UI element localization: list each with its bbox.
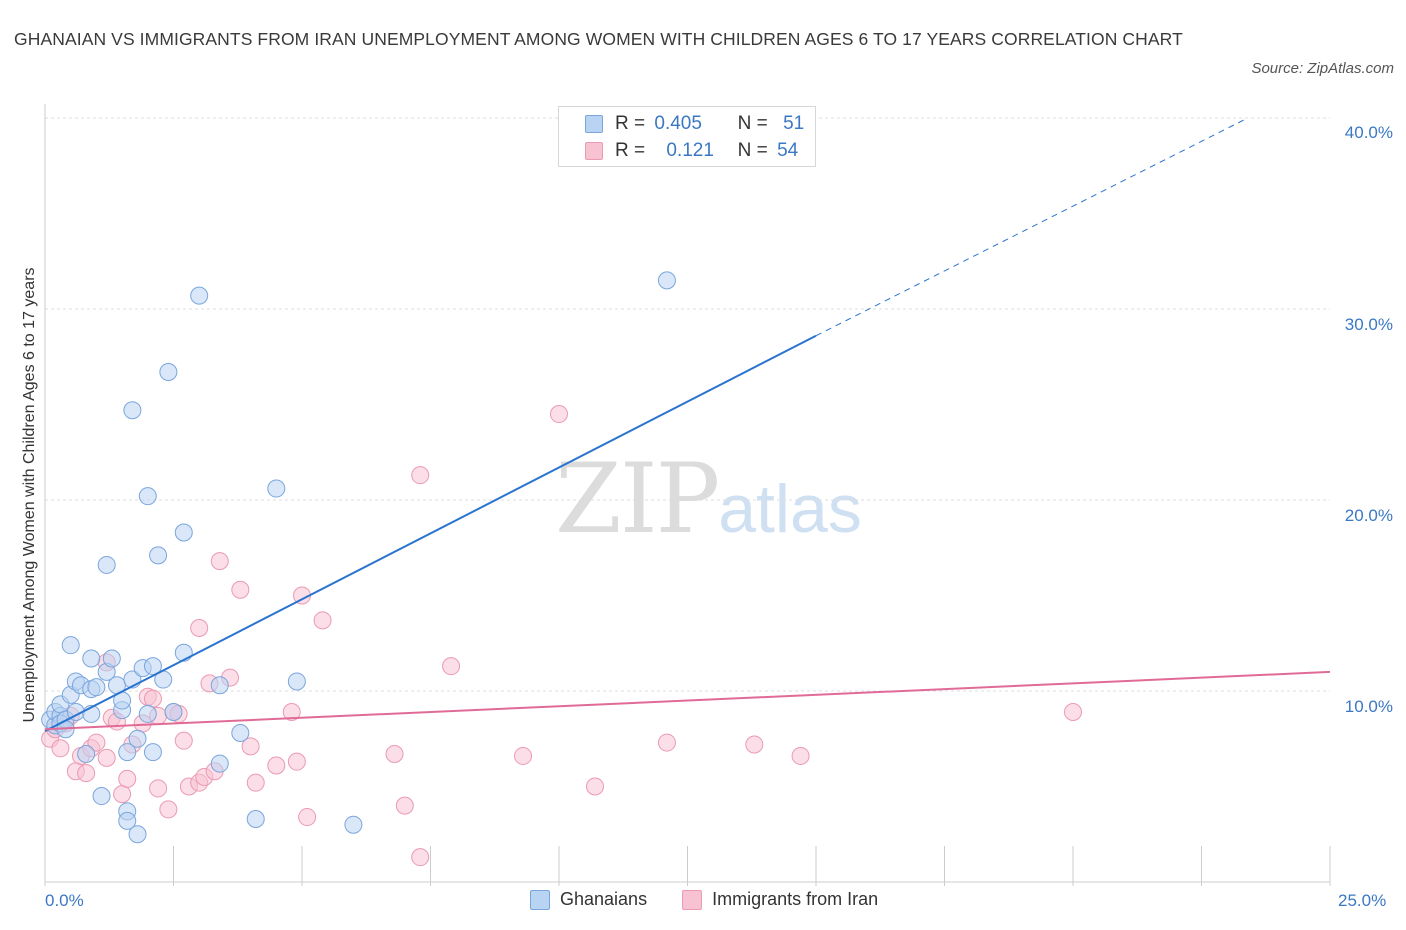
legend-row-ghanaians: R = 0.405 N = 51 (585, 113, 804, 137)
iran-point (143, 689, 162, 708)
ghanaian-point (77, 745, 96, 764)
iran-point (657, 733, 676, 752)
iran-point (231, 580, 250, 599)
iran-point (210, 552, 229, 571)
ghanaian-point (82, 649, 101, 668)
iran-point (77, 764, 96, 783)
pink-swatch-icon (585, 141, 603, 160)
ghanaian-point (231, 724, 250, 743)
ghanaian-point (210, 754, 229, 773)
legend-item-ghanaians[interactable]: Ghanaians (530, 889, 648, 911)
ghanaian-trend-line (44, 334, 817, 732)
iran-point (514, 746, 533, 765)
iran-point (745, 735, 764, 754)
iran-point (149, 779, 168, 798)
ghanaian-point (128, 729, 147, 748)
iran-point (118, 769, 137, 788)
x-tick-label-max: 25.0% (1338, 891, 1387, 910)
iran-point (267, 756, 286, 775)
iran-point (411, 466, 430, 485)
iran-point (791, 746, 810, 765)
pink-swatch-icon (682, 890, 703, 911)
iran-point (313, 611, 332, 630)
watermark: ZIPatlas (555, 443, 862, 555)
ghanaian-point (344, 815, 363, 834)
iran-point (51, 739, 70, 758)
iran-point (87, 733, 106, 752)
ghanaian-point (128, 825, 147, 844)
y-tick-label-40: 40.0% (1344, 123, 1393, 142)
iran-point (287, 752, 306, 771)
ghanaian-point (159, 363, 178, 382)
iran-point (282, 703, 301, 722)
n-value: 51 (783, 113, 805, 134)
x-tick-label-min: 0.0% (45, 891, 84, 910)
series-legend: Ghanaians Immigrants from Iran (530, 889, 908, 911)
iran-point (585, 777, 604, 796)
ghanaian-point (138, 487, 157, 506)
correlation-legend: R = 0.405 N = 51 R = 0.121 N = 54 (558, 106, 816, 167)
n-value: 54 (777, 140, 799, 161)
ghanaian-point (92, 787, 111, 806)
r-label: R = (615, 140, 646, 161)
r-value: 0.121 (666, 140, 714, 161)
ghanaian-point (149, 546, 168, 565)
iran-point (241, 737, 260, 756)
iran-point (174, 731, 193, 750)
ghanaian-point (267, 479, 286, 498)
ghanaian-point (657, 271, 676, 290)
iran-point (395, 796, 414, 815)
ghanaian-point (118, 811, 137, 830)
iran-point (113, 785, 132, 804)
ghanaian-point (287, 672, 306, 691)
source-label: Source: ZipAtlas.com (1251, 60, 1394, 77)
ghanaian-point (143, 743, 162, 762)
iran-point (550, 405, 568, 424)
iran-trend-line (44, 670, 1331, 731)
watermark-zip: ZIP (555, 443, 720, 555)
n-label: N = (737, 113, 768, 134)
iran-point (97, 748, 116, 767)
iran-point (190, 618, 209, 637)
ghanaian-point (190, 286, 209, 305)
iran-point (159, 800, 178, 819)
iran-point (411, 848, 430, 867)
r-value: 0.405 (654, 113, 702, 134)
ghanaian-point (246, 809, 265, 828)
iran-point (246, 773, 265, 792)
ghanaian-point (87, 678, 106, 697)
ghanaian-point (118, 743, 137, 762)
ghanaian-point (138, 704, 157, 723)
n-label: N = (737, 140, 768, 161)
iran-point (442, 657, 461, 676)
ghanaian-point (123, 401, 142, 420)
legend-label: Ghanaians (560, 889, 648, 909)
chart-title: GHANAIAN VS IMMIGRANTS FROM IRAN UNEMPLO… (14, 29, 1183, 49)
ghanaian-point (174, 523, 193, 542)
ghanaian-point (102, 649, 121, 668)
iran-point (1064, 703, 1082, 722)
watermark-atlas: atlas (718, 471, 862, 547)
legend-item-iran[interactable]: Immigrants from Iran (682, 889, 879, 911)
y-tick-label-10: 10.0% (1344, 697, 1393, 716)
ghanaian-point (61, 636, 80, 655)
blue-swatch-icon (530, 890, 550, 911)
ghanaian-point (174, 643, 193, 662)
ghanaian-point (210, 676, 229, 695)
y-tick-label-30: 30.0% (1344, 315, 1393, 334)
r-label: R = (615, 113, 646, 134)
ghanaian-point (164, 703, 183, 722)
iran-point (385, 745, 404, 764)
y-tick-label-20: 20.0% (1344, 506, 1393, 525)
iran-point (298, 808, 317, 827)
ghanaian-trend-extension (815, 117, 1248, 337)
legend-label: Immigrants from Iran (712, 889, 879, 909)
blue-swatch-icon (585, 114, 603, 133)
ghanaian-point (97, 555, 116, 574)
legend-row-iran: R = 0.121 N = 54 (585, 140, 798, 164)
